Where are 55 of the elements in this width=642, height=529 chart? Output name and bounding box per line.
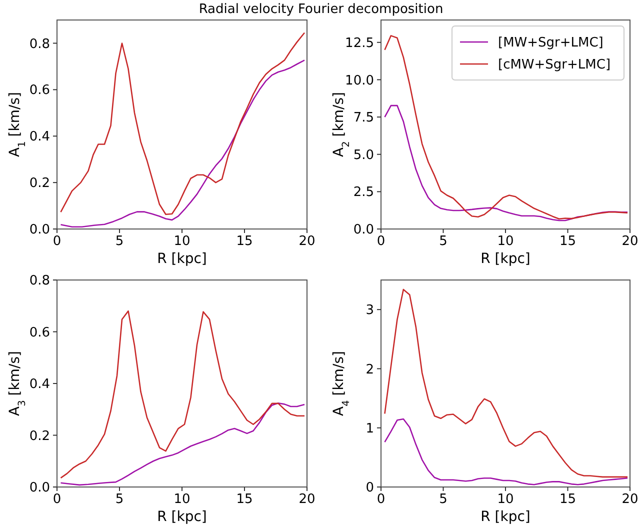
legend-label: [cMW+Sgr+LMC] (498, 58, 611, 73)
x-tick-label: 20 (622, 234, 638, 249)
y-tick-label: 7.5 (353, 110, 374, 126)
y-tick-label: 0.6 (29, 83, 50, 98)
y-tick-label: 0.0 (29, 222, 50, 238)
line-series (60, 310, 306, 479)
x-tick-label: 20 (622, 492, 638, 507)
x-tick-label: 0 (52, 492, 62, 507)
x-tick-label: 5 (439, 234, 448, 249)
x-tick-label: 5 (115, 234, 124, 249)
y-tick-label: 2.5 (353, 185, 374, 200)
chart-title: Radial velocity Fourier decomposition (198, 2, 444, 17)
line-series (60, 402, 306, 486)
y-tick-label: 0.4 (29, 130, 50, 145)
x-tick-label: 5 (115, 492, 124, 507)
x-tick-label: 5 (439, 492, 448, 507)
x-tick-label: 15 (559, 492, 576, 507)
y-tick-label: 3 (366, 303, 374, 318)
line-series (384, 418, 628, 486)
x-tick-label: 15 (236, 234, 253, 249)
y-tick-label: 5.0 (353, 148, 374, 163)
y-tick-label: 0.8 (29, 274, 50, 289)
y-tick-label: 0.8 (29, 36, 50, 52)
y-tick-label: 0 (366, 480, 374, 496)
y-tick-label: 1 (366, 421, 374, 436)
x-tick-label: 0 (376, 492, 386, 507)
y-tick-label: 0.2 (29, 428, 50, 444)
x-tick-label: 10 (174, 492, 190, 507)
x-tick-label: 0 (52, 234, 62, 249)
x-tick-label: 10 (497, 492, 514, 507)
y-tick-label: 0.0 (29, 480, 50, 496)
x-tick-label: 20 (298, 492, 316, 507)
y-tick-label: 2 (366, 362, 374, 378)
y-tick-label: 0.0 (353, 222, 374, 238)
legend-label: [MW+Sgr+LMC] (498, 36, 604, 51)
x-axis-title: R [kpc] (157, 251, 207, 267)
x-tick-label: 15 (559, 234, 576, 249)
line-series (384, 104, 628, 222)
y-tick-label: 10.0 (345, 73, 374, 88)
line-series (60, 32, 306, 216)
y-tick-label: 12.5 (345, 36, 374, 51)
x-axis-title: R [kpc] (480, 509, 530, 525)
x-tick-label: 10 (497, 234, 514, 249)
x-tick-label: 20 (298, 234, 316, 249)
x-axis-title: R [kpc] (157, 509, 207, 525)
line-series (384, 35, 628, 220)
x-tick-label: 15 (236, 492, 253, 507)
y-tick-label: 0.2 (29, 176, 50, 192)
y-tick-label: 0.6 (29, 325, 50, 340)
x-axis-title: R [kpc] (480, 251, 530, 267)
line-series (384, 288, 628, 478)
line-series (60, 60, 306, 228)
x-tick-label: 0 (376, 234, 386, 249)
x-tick-label: 10 (174, 234, 190, 249)
y-tick-label: 0.4 (29, 377, 50, 392)
